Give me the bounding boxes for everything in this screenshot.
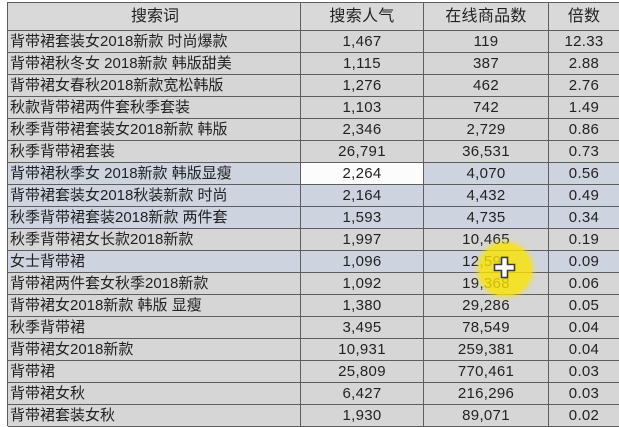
- keyword-analysis-table: 搜索词 搜索人气 在线商品数 倍数 背带裙套装女2018新款 时尚爆款 1,46…: [7, 2, 619, 427]
- cell-products[interactable]: 259,381: [424, 339, 549, 361]
- table-body: 背带裙套装女2018新款 时尚爆款 1,467 119 12.33 背带裙秋冬女…: [8, 31, 619, 427]
- cell-ratio[interactable]: 0.03: [549, 383, 619, 405]
- cell-popularity[interactable]: 10,931: [301, 339, 424, 361]
- cell-ratio[interactable]: 0.56: [549, 163, 619, 185]
- table-row: 背带裙女2018新款 韩版 显瘦 1,380 29,286 0.05: [8, 295, 619, 317]
- cell-popularity[interactable]: 1,103: [301, 97, 424, 119]
- table-row: 背带裙秋季女 2018新款 韩版显瘦 2,264 4,070 0.56: [8, 163, 619, 185]
- table-row: 秋季背带裙套装女2018新款 韩版 2,346 2,729 0.86: [8, 119, 619, 141]
- cell-products[interactable]: 78,549: [424, 317, 549, 339]
- cell-ratio[interactable]: 0.04: [549, 339, 619, 361]
- cell-keyword[interactable]: 女士背带裙: [8, 251, 301, 273]
- cell-keyword[interactable]: 秋季背带裙套装女2018新款 韩版: [8, 119, 301, 141]
- cell-ratio[interactable]: 0.05: [549, 295, 619, 317]
- table-row: 背带裙秋冬女 2018新款 韩版甜美 1,115 387 2.88: [8, 53, 619, 75]
- cell-ratio[interactable]: 0.03: [549, 361, 619, 383]
- cell-products[interactable]: 10,465: [424, 229, 549, 251]
- cell-ratio[interactable]: 0.02: [549, 405, 619, 427]
- cell-popularity[interactable]: 2,164: [301, 185, 424, 207]
- table-row: 背带裙女春秋2018新款宽松韩版 1,276 462 2.76: [8, 75, 619, 97]
- cell-popularity[interactable]: 3,495: [301, 317, 424, 339]
- table-row: 秋季背带裙套装2018新款 两件套 1,593 4,735 0.34: [8, 207, 619, 229]
- cell-keyword[interactable]: 秋季背带裙套装2018新款 两件套: [8, 207, 301, 229]
- column-header-popularity[interactable]: 搜索人气: [301, 3, 424, 31]
- cell-keyword[interactable]: 背带裙秋冬女 2018新款 韩版甜美: [8, 53, 301, 75]
- cell-popularity[interactable]: 2,346: [301, 119, 424, 141]
- cell-ratio[interactable]: 0.34: [549, 207, 619, 229]
- cell-ratio[interactable]: 0.19: [549, 229, 619, 251]
- cell-products[interactable]: 4,070: [424, 163, 549, 185]
- table-row: 秋季背带裙 3,495 78,549 0.04: [8, 317, 619, 339]
- cell-keyword[interactable]: 背带裙女春秋2018新款宽松韩版: [8, 75, 301, 97]
- cell-popularity[interactable]: 1,997: [301, 229, 424, 251]
- cell-popularity[interactable]: 1,276: [301, 75, 424, 97]
- table-row: 背带裙女秋 6,427 216,296 0.03: [8, 383, 619, 405]
- cell-products[interactable]: 387: [424, 53, 549, 75]
- cell-products[interactable]: 89,071: [424, 405, 549, 427]
- cell-ratio[interactable]: 0.06: [549, 273, 619, 295]
- cell-ratio[interactable]: 2.88: [549, 53, 619, 75]
- cell-products[interactable]: 770,461: [424, 361, 549, 383]
- column-header-ratio[interactable]: 倍数: [549, 3, 619, 31]
- cell-products[interactable]: 2,729: [424, 119, 549, 141]
- cell-keyword[interactable]: 秋款背带裙两件套秋季套装: [8, 97, 301, 119]
- column-header-products[interactable]: 在线商品数: [424, 3, 549, 31]
- cell-products[interactable]: 12,595: [424, 251, 549, 273]
- cell-popularity[interactable]: 1,930: [301, 405, 424, 427]
- cell-products[interactable]: 742: [424, 97, 549, 119]
- cell-popularity[interactable]: 26,791: [301, 141, 424, 163]
- cell-popularity[interactable]: 2,264: [301, 163, 424, 185]
- cell-popularity[interactable]: 1,115: [301, 53, 424, 75]
- cell-keyword[interactable]: 背带裙套装女秋: [8, 405, 301, 427]
- cell-keyword[interactable]: 背带裙套装女2018秋装新款 时尚: [8, 185, 301, 207]
- table-row: 秋季背带裙套装 26,791 36,531 0.73: [8, 141, 619, 163]
- cell-popularity[interactable]: 1,593: [301, 207, 424, 229]
- cell-keyword[interactable]: 背带裙秋季女 2018新款 韩版显瘦: [8, 163, 301, 185]
- cell-ratio[interactable]: 0.73: [549, 141, 619, 163]
- cell-ratio[interactable]: 0.49: [549, 185, 619, 207]
- table-row: 秋季背带裙女长款2018新款 1,997 10,465 0.19: [8, 229, 619, 251]
- table-row: 女士背带裙 1,096 12,595 0.09: [8, 251, 619, 273]
- cell-popularity[interactable]: 1,467: [301, 31, 424, 53]
- cell-keyword[interactable]: 背带裙女秋: [8, 383, 301, 405]
- cell-products[interactable]: 462: [424, 75, 549, 97]
- cell-keyword[interactable]: 背带裙两件套女秋季2018新款: [8, 273, 301, 295]
- cell-ratio[interactable]: 2.76: [549, 75, 619, 97]
- cell-popularity[interactable]: 1,092: [301, 273, 424, 295]
- column-header-keyword[interactable]: 搜索词: [8, 3, 301, 31]
- cell-ratio[interactable]: 12.33: [549, 31, 619, 53]
- cell-keyword[interactable]: 背带裙女2018新款: [8, 339, 301, 361]
- cell-popularity[interactable]: 1,380: [301, 295, 424, 317]
- cell-products[interactable]: 119: [424, 31, 549, 53]
- table-row: 秋款背带裙两件套秋季套装 1,103 742 1.49: [8, 97, 619, 119]
- table-row: 背带裙两件套女秋季2018新款 1,092 19,368 0.06: [8, 273, 619, 295]
- table-row: 背带裙女2018新款 10,931 259,381 0.04: [8, 339, 619, 361]
- cell-ratio[interactable]: 0.86: [549, 119, 619, 141]
- cell-ratio[interactable]: 1.49: [549, 97, 619, 119]
- cell-products[interactable]: 36,531: [424, 141, 549, 163]
- table-row: 背带裙 25,809 770,461 0.03: [8, 361, 619, 383]
- cell-keyword[interactable]: 背带裙女2018新款 韩版 显瘦: [8, 295, 301, 317]
- cell-products[interactable]: 4,432: [424, 185, 549, 207]
- cell-ratio[interactable]: 0.04: [549, 317, 619, 339]
- cell-products[interactable]: 4,735: [424, 207, 549, 229]
- table-row: 背带裙套装女秋 1,930 89,071 0.02: [8, 405, 619, 427]
- cell-popularity[interactable]: 1,096: [301, 251, 424, 273]
- cell-keyword[interactable]: 背带裙套装女2018新款 时尚爆款: [8, 31, 301, 53]
- cell-keyword[interactable]: 秋季背带裙套装: [8, 141, 301, 163]
- table-row: 背带裙套装女2018秋装新款 时尚 2,164 4,432 0.49: [8, 185, 619, 207]
- cell-popularity[interactable]: 25,809: [301, 361, 424, 383]
- cell-ratio[interactable]: 0.09: [549, 251, 619, 273]
- cell-products[interactable]: 19,368: [424, 273, 549, 295]
- cell-popularity[interactable]: 6,427: [301, 383, 424, 405]
- table-row: 背带裙套装女2018新款 时尚爆款 1,467 119 12.33: [8, 31, 619, 53]
- table-header-row: 搜索词 搜索人气 在线商品数 倍数: [8, 3, 619, 31]
- cell-keyword[interactable]: 秋季背带裙: [8, 317, 301, 339]
- cell-keyword[interactable]: 背带裙: [8, 361, 301, 383]
- cell-products[interactable]: 29,286: [424, 295, 549, 317]
- cell-products[interactable]: 216,296: [424, 383, 549, 405]
- cell-keyword[interactable]: 秋季背带裙女长款2018新款: [8, 229, 301, 251]
